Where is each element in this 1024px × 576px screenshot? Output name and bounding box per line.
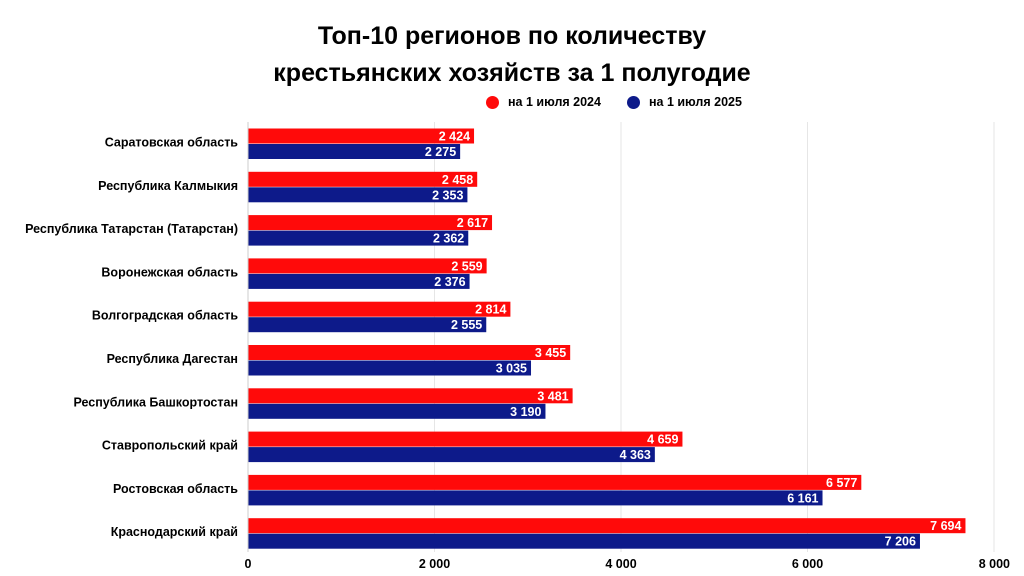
data-label-2024: 2 814	[475, 303, 506, 317]
legend-item-2024: на 1 июля 2024	[486, 95, 601, 109]
category-label: Ростовская область	[113, 482, 238, 496]
data-label-2025: 4 363	[620, 448, 651, 462]
x-tick-label: 4 000	[605, 557, 636, 571]
chart-title: Топ-10 регионов по количеству крестьянск…	[0, 18, 1024, 92]
bar-2025	[248, 533, 920, 549]
bar-2025	[248, 187, 468, 203]
category-label: Республика Татарстан (Татарстан)	[25, 222, 238, 236]
data-label-2024: 7 694	[930, 519, 961, 533]
data-label-2025: 7 206	[885, 535, 916, 549]
category-label: Саратовская область	[105, 136, 239, 150]
bar-2024	[248, 128, 475, 144]
data-label-2024: 6 577	[826, 476, 857, 490]
data-label-2024: 3 481	[537, 389, 568, 403]
legend-swatch-2025	[626, 95, 640, 109]
bar-2025	[248, 447, 655, 463]
category-label: Волгоградская область	[92, 309, 238, 323]
legend-item-2025: на 1 июля 2025	[626, 95, 742, 109]
data-label-2024: 2 424	[439, 130, 470, 144]
category-label: Краснодарский край	[111, 525, 238, 539]
bar-2025	[248, 273, 470, 289]
category-label: Ставропольский край	[102, 439, 238, 453]
data-label-2025: 3 190	[510, 405, 541, 419]
chart-title-line1: Топ-10 регионов по количеству	[317, 22, 707, 50]
data-label-2024: 3 455	[535, 346, 566, 360]
bar-2024	[248, 431, 683, 447]
category-label: Республика Калмыкия	[98, 179, 238, 193]
legend-swatch-2024	[486, 95, 499, 109]
data-label-2024: 2 458	[442, 173, 473, 187]
x-tick-label: 0	[245, 557, 252, 571]
data-label-2024: 2 559	[451, 259, 482, 273]
bar-2025	[248, 490, 823, 506]
bar-2025	[248, 317, 487, 333]
x-tick-label: 8 000	[979, 557, 1010, 571]
data-label-2025: 2 275	[425, 145, 456, 159]
bar-2024	[248, 301, 511, 317]
legend-label-2025: на 1 июля 2025	[648, 95, 742, 109]
data-label-2025: 6 161	[787, 491, 818, 505]
bar-2024	[248, 258, 487, 274]
data-label-2025: 2 353	[432, 188, 463, 202]
bar-2024	[248, 474, 862, 490]
bar-2024	[248, 388, 573, 404]
legend-label-2024: на 1 июля 2024	[508, 95, 601, 109]
data-label-2025: 2 555	[451, 318, 482, 332]
data-label-2024: 4 659	[647, 433, 678, 447]
data-label-2025: 2 376	[434, 275, 465, 289]
x-tick-label: 2 000	[419, 557, 450, 571]
data-label-2025: 2 362	[433, 232, 464, 246]
bar-2025	[248, 230, 469, 246]
bar-2025	[248, 360, 532, 376]
bar-2024	[248, 215, 493, 231]
bar-2024	[248, 345, 571, 360]
bar-2024	[248, 518, 966, 534]
data-label-2025: 3 035	[496, 362, 527, 376]
bar-2025	[248, 403, 546, 419]
chart-title-line2: крестьянских хозяйств за 1 полугодие	[273, 59, 751, 87]
data-label-2024: 2 617	[457, 216, 488, 230]
x-tick-label: 6 000	[792, 557, 823, 571]
bar-2024	[248, 171, 478, 187]
category-label: Республика Дагестан	[107, 352, 238, 366]
category-label: Воронежская область	[101, 265, 238, 279]
chart-legend: на 1 июля 2024 на 1 июля 2025	[486, 95, 768, 109]
category-label: Республика Башкортостан	[73, 395, 238, 409]
bar-2025	[248, 144, 461, 159]
